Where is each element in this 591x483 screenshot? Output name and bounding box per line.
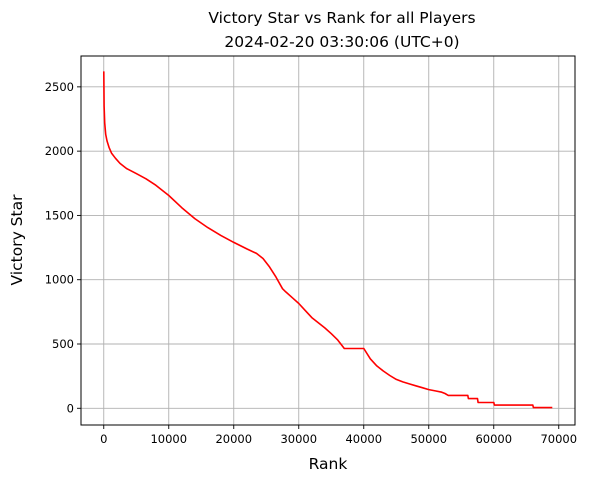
x-tick-label: 60000: [475, 432, 512, 446]
chart-subtitle: 2024-02-20 03:30:06 (UTC+0): [224, 33, 459, 51]
x-tick-label: 70000: [540, 432, 577, 446]
chart-title: Victory Star vs Rank for all Players: [208, 9, 475, 27]
y-tick-label: 1000: [45, 273, 74, 287]
x-tick-label: 40000: [345, 432, 382, 446]
y-tick-label: 2500: [45, 80, 74, 94]
plot-frame: [80, 55, 576, 426]
x-tick-label: 30000: [280, 432, 317, 446]
grid-lines: [81, 56, 575, 425]
y-tick-label: 1500: [45, 208, 74, 222]
series-layer: [103, 71, 553, 409]
victory-star-series-line: [103, 71, 553, 409]
y-axis-ticks: 0 500 1000 1500 2000 2500: [45, 80, 81, 415]
y-tick-label: 500: [52, 337, 74, 351]
y-tick-label: 2000: [45, 144, 74, 158]
x-tick-label: 50000: [410, 432, 447, 446]
x-tick-label: 0: [100, 432, 107, 446]
y-axis-label: Victory Star: [8, 194, 26, 286]
x-tick-label: 10000: [150, 432, 187, 446]
x-axis-label: Rank: [309, 455, 348, 473]
x-tick-label: 20000: [215, 432, 252, 446]
x-axis-ticks: 0 10000 20000 30000 40000 50000 60000 70000: [100, 425, 577, 446]
y-tick-label: 0: [67, 401, 74, 415]
